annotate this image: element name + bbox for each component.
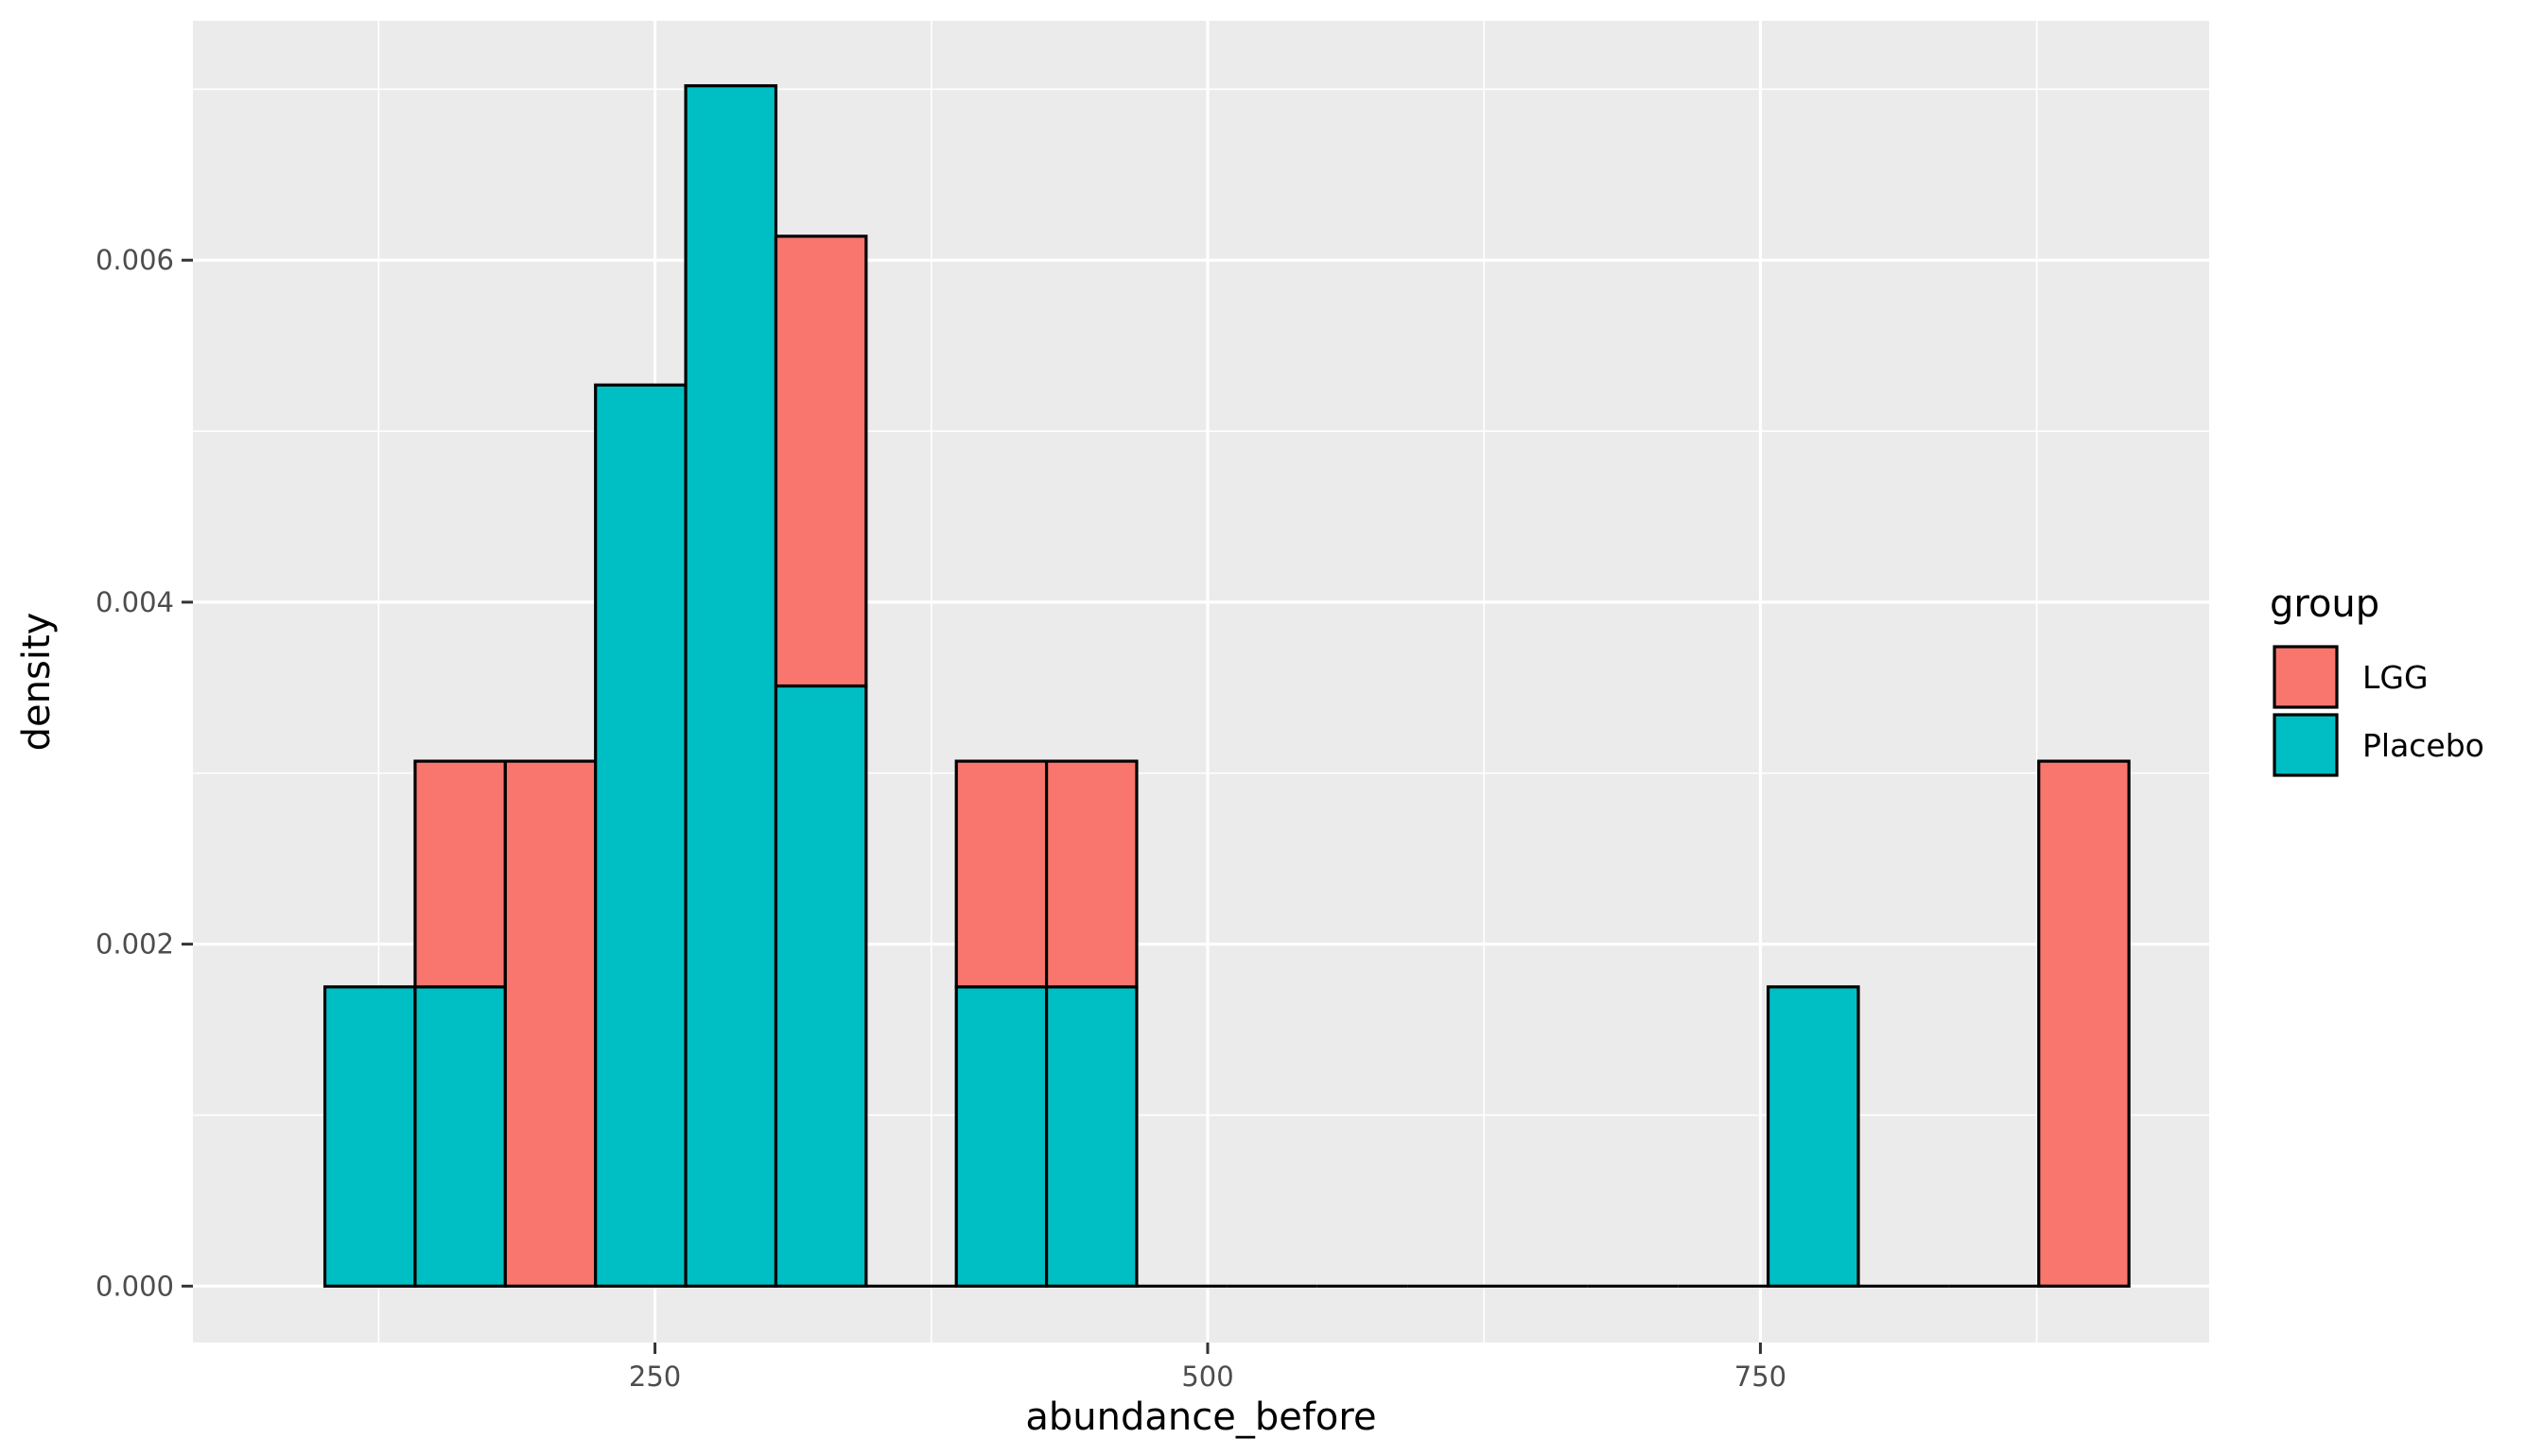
y-tick-label: 0.002 — [96, 928, 174, 961]
x-tick-label: 250 — [629, 1361, 681, 1393]
bar-lgg — [413, 759, 507, 989]
bar-placebo — [413, 985, 507, 1288]
bar-lgg — [774, 234, 868, 688]
minor-gridlines — [193, 21, 2209, 1343]
y-axis: 0.000 0.002 0.004 0.006 — [96, 244, 193, 1302]
bar-placebo — [774, 684, 868, 1288]
x-axis-title: abundance_before — [1025, 1395, 1376, 1439]
legend-title: group — [2270, 582, 2379, 626]
bar-lgg — [2037, 759, 2131, 1288]
x-axis: 250 500 750 — [629, 1343, 1786, 1393]
bar-lgg — [954, 759, 1049, 989]
histogram-bars — [322, 84, 2131, 1288]
legend-key-lgg — [2273, 645, 2339, 709]
legend-key-placebo — [2273, 713, 2339, 777]
bar-placebo — [1767, 985, 1860, 1288]
bar-placebo — [322, 985, 417, 1288]
x-tick-label: 500 — [1181, 1361, 1233, 1393]
bar-lgg — [1044, 759, 1139, 989]
bar-placebo — [594, 383, 688, 1288]
y-axis-title: density — [15, 613, 59, 752]
legend-label-lgg: LGG — [2362, 659, 2429, 696]
legend: group LGG Placebo — [2270, 582, 2484, 777]
y-tick-label: 0.004 — [96, 586, 174, 618]
y-tick-label: 0.006 — [96, 244, 174, 276]
y-tick-label: 0.000 — [96, 1270, 174, 1302]
bar-lgg — [503, 759, 598, 1288]
legend-label-placebo: Placebo — [2362, 727, 2484, 764]
x-tick-label: 750 — [1734, 1361, 1786, 1393]
bar-placebo — [1044, 985, 1139, 1288]
bar-placebo — [684, 84, 778, 1288]
bar-placebo — [954, 985, 1049, 1288]
